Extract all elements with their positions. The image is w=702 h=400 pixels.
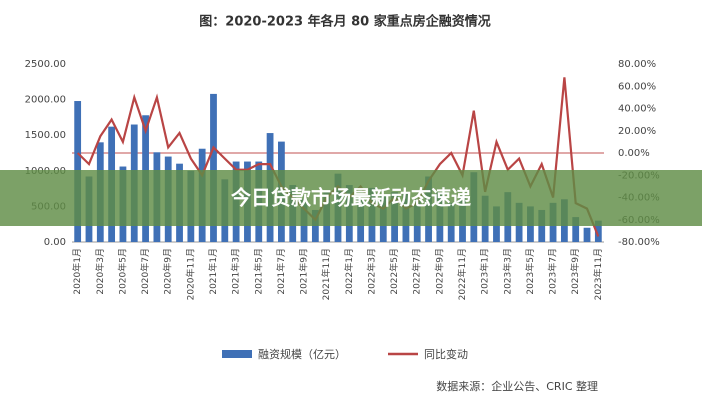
x-tick-label: 2020年7月 [139,248,151,295]
x-tick-label: 2023年5月 [524,248,536,295]
x-tick-label: 2022年3月 [365,248,377,295]
chart-title: 图：2020-2023 年各月 80 家重点房企融资情况 [199,14,490,30]
x-tick-label: 2020年1月 [71,248,83,295]
x-tick-label: 2022年9月 [433,248,445,295]
source-note: 数据来源：企业公告、CRIC 整理 [436,379,598,393]
banner-band [0,170,702,226]
y-tick-label: 2000.00 [25,95,66,106]
x-tick-label: 2021年11月 [320,248,332,300]
x-tick-label: 2022年7月 [411,248,423,295]
x-tick-label: 2021年3月 [230,248,242,295]
bar [572,217,580,242]
bar [210,93,217,243]
legend-label: 同比变动 [424,347,468,361]
x-tick-label: 2020年5月 [116,248,128,295]
x-tick-label: 2023年3月 [501,248,513,295]
legend-swatch [222,350,252,358]
x-tick-label: 2022年11月 [456,248,468,300]
x-tick-label: 2022年5月 [388,248,400,295]
x-tick-label: 2023年9月 [569,248,581,295]
y-tick-label: 1500.00 [25,130,66,141]
legend-label: 融资规模（亿元） [258,347,346,361]
y2-tick-label: 60.00% [618,81,656,92]
y2-tick-label: -80.00% [618,237,660,248]
y-tick-label: 2500.00 [25,59,66,70]
x-tick-label: 2020年3月 [94,248,106,295]
y2-tick-label: 80.00% [618,59,656,70]
x-tick-label: 2021年1月 [207,248,219,295]
y2-tick-label: 20.00% [618,126,656,137]
banner-text: 今日贷款市场最新动态速递 [231,186,471,210]
x-tick-label: 2023年7月 [547,248,559,295]
x-tick-label: 2023年11月 [592,248,604,300]
x-tick-label: 2021年7月 [275,248,287,295]
x-tick-label: 2020年11月 [184,248,196,300]
y2-tick-label: 40.00% [618,104,656,115]
x-tick-label: 2021年5月 [252,248,264,295]
x-tick-label: 2023年1月 [479,248,491,295]
y-tick-label: 0.00 [44,237,66,248]
x-tick-label: 2022年1月 [343,248,355,295]
bar [594,220,602,242]
x-tick-label: 2020年9月 [162,248,174,295]
x-tick-label: 2021年9月 [298,248,310,295]
y2-tick-label: 0.00% [618,148,650,159]
bar [583,227,591,242]
